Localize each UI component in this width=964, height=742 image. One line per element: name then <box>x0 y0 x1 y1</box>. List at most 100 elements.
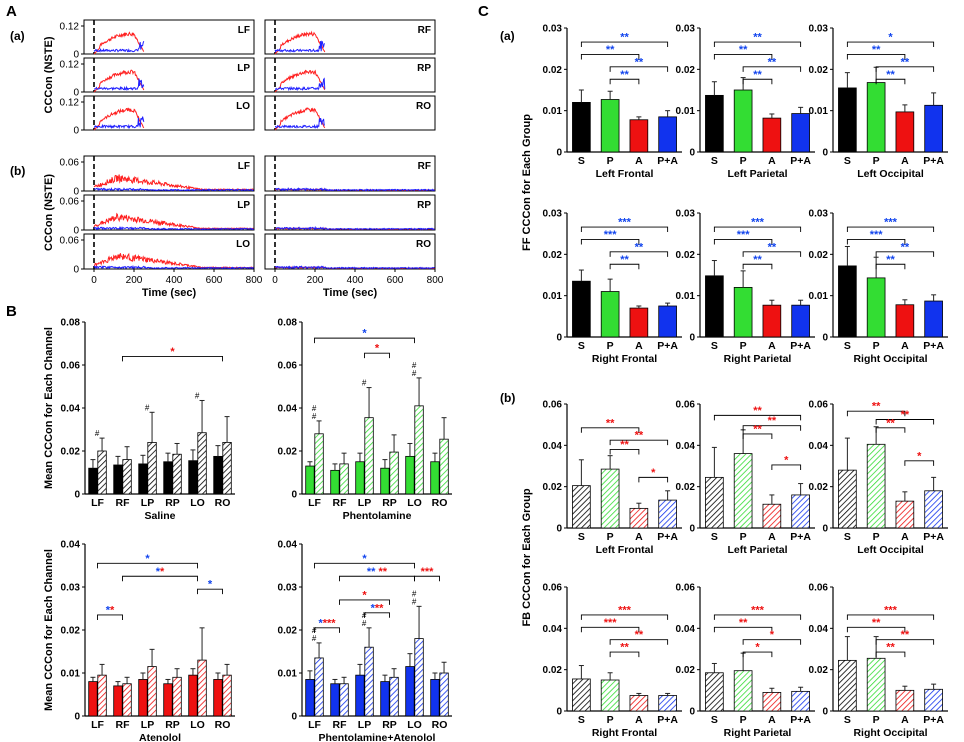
x-category-label: P <box>740 714 747 726</box>
y-tick-label: 0.02 <box>676 65 696 76</box>
x-category-label: A <box>768 340 776 352</box>
significance-star: *** <box>751 217 765 229</box>
x-category-label: P+A <box>923 531 944 543</box>
significance-bracket <box>742 425 802 431</box>
group-bar <box>924 300 943 338</box>
significance-stars: * <box>917 450 922 462</box>
hash-marker: # <box>312 404 317 413</box>
channel-label: RF <box>418 25 431 36</box>
significance-stars: *** <box>884 604 898 616</box>
significance-bracket <box>713 414 802 421</box>
x-category-label: LF <box>308 719 321 731</box>
feedback-hatched-bar <box>147 441 157 495</box>
y-tick-label: 0.06 <box>676 400 696 411</box>
trace-blue-line <box>274 225 435 231</box>
significance-stars: ** <box>635 629 644 641</box>
x-tick-label: 200 <box>126 275 143 286</box>
significance-bracket <box>742 433 773 439</box>
subplot-title: Atenolol <box>139 732 181 742</box>
trace-frame <box>83 57 255 93</box>
feedback-hatched-bar <box>364 646 374 717</box>
x-category-label: P+A <box>923 340 944 352</box>
group-hatched-bar <box>629 695 649 712</box>
x-category-label: LP <box>358 719 371 731</box>
y-tick-label: 0 <box>73 187 79 198</box>
y-tick-label: 0.06 <box>278 361 298 372</box>
significance-stars: ** <box>886 642 895 654</box>
trace-frame <box>264 57 436 93</box>
y-tick-label: 0.04 <box>61 404 81 415</box>
group-bar <box>895 111 915 153</box>
group-hatched-bar <box>866 657 886 712</box>
feedforward-bar <box>305 679 315 717</box>
significance-star: ** <box>753 254 762 266</box>
y-tick-label: 0 <box>556 707 562 718</box>
significance-stars: ** <box>886 417 895 429</box>
x-category-label: LF <box>91 719 104 731</box>
group-bar <box>658 116 677 153</box>
y-tick-label: 0.04 <box>543 624 563 635</box>
x-category-label: RF <box>116 719 131 731</box>
significance-bracket <box>580 54 640 60</box>
feedforward-bar <box>138 679 148 717</box>
hash-marker: # <box>195 391 200 400</box>
significance-star: ** <box>606 417 615 429</box>
panel-b-subplot-1: 00.020.040.060.08#####LF RF LP RP LO ROPhento… <box>278 318 452 522</box>
subplot-title: Saline <box>145 510 176 522</box>
y-tick-label: 0 <box>73 265 79 276</box>
significance-star: ** <box>635 56 644 68</box>
significance-stars: ** <box>753 69 762 81</box>
significance-star: *** <box>618 604 632 616</box>
significance-stars: * <box>170 346 175 358</box>
significance-star: * <box>375 343 380 355</box>
y-tick-label: 0 <box>73 88 79 99</box>
subplot-title: Right Occipital <box>853 353 927 365</box>
y-tick-label: 0.08 <box>278 318 298 329</box>
group-bar <box>733 286 753 338</box>
significance-bracket <box>364 352 390 359</box>
y-tick-label: 0 <box>291 490 297 501</box>
x-category-label: S <box>578 531 585 543</box>
significance-bracket <box>638 476 669 483</box>
subplot-title: Left Parietal <box>727 544 787 556</box>
trace-blue-line <box>275 77 326 92</box>
y-tick-label: 0.04 <box>809 441 829 452</box>
significance-star: *** <box>323 617 337 629</box>
x-category-label: P+A <box>657 340 678 352</box>
subplot-title: Left Occipital <box>857 544 924 556</box>
significance-bracket <box>742 651 773 658</box>
feedback-hatched-bar <box>197 432 207 495</box>
x-category-label: RP <box>382 497 397 509</box>
significance-stars: ** <box>901 629 910 641</box>
hash-marker: # <box>412 369 417 378</box>
significance-stars: ** <box>620 254 629 266</box>
trace-blue-line <box>274 265 435 270</box>
group-bar <box>838 87 857 153</box>
significance-stars: ** <box>901 409 910 421</box>
significance-stars: *** <box>421 566 435 578</box>
group-hatched-bar <box>762 503 782 529</box>
group-hatched-bar <box>600 468 620 529</box>
panel-c-sub-b-label: (b) <box>500 391 515 405</box>
significance-bracket <box>875 419 935 425</box>
y-tick-label: 0.02 <box>543 65 563 76</box>
y-tick-label: 0.01 <box>61 669 81 680</box>
y-tick-label: 0.12 <box>60 98 80 109</box>
x-category-label: P+A <box>657 155 678 167</box>
x-category-label: P+A <box>657 531 678 543</box>
significance-star: * <box>362 589 367 601</box>
feedback-hatched-bar <box>97 674 107 717</box>
significance-bracket <box>742 639 802 645</box>
x-category-label: S <box>578 714 585 726</box>
hash-marker: # <box>95 429 100 438</box>
significance-stars: *** <box>618 217 632 229</box>
x-category-label: A <box>901 531 909 543</box>
significance-stars: * <box>208 579 213 591</box>
significance-stars: ** <box>106 604 115 616</box>
y-axis-label: FB CCCon for Each Group <box>521 488 533 626</box>
significance-bracket <box>713 226 802 233</box>
y-tick-label: 0.04 <box>676 441 696 452</box>
y-tick-label: 0.02 <box>543 482 563 493</box>
